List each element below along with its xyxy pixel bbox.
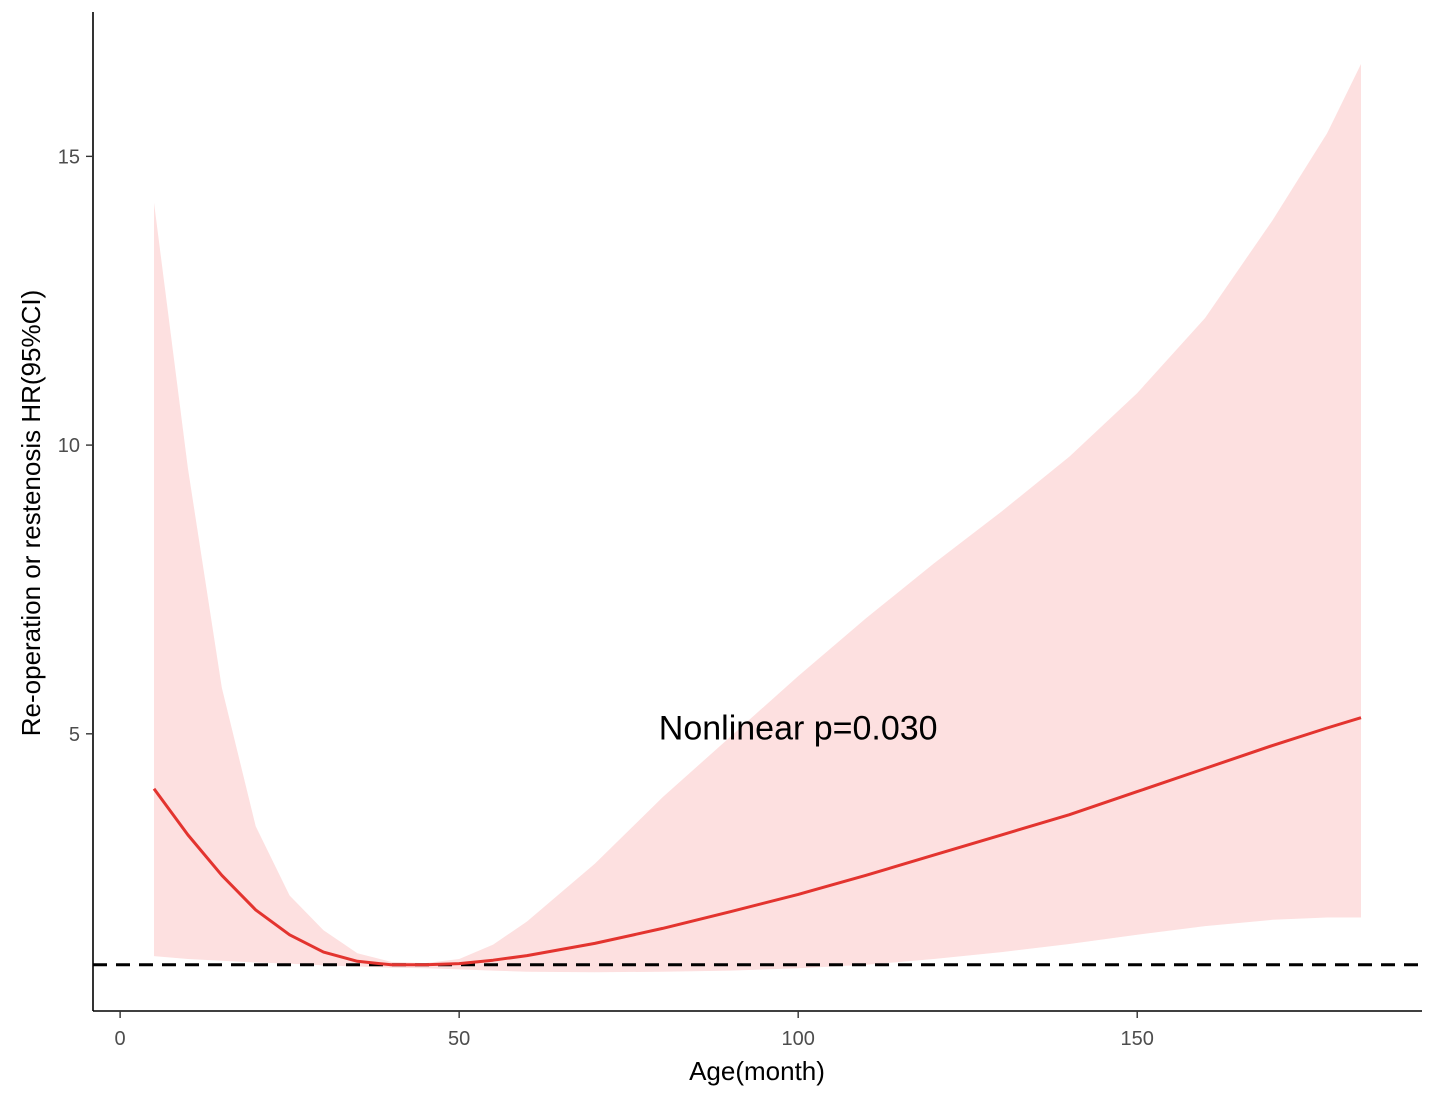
y-tick-label-2: 15 — [58, 146, 80, 168]
confidence-band-0 — [154, 64, 1361, 973]
x-tick-label-3: 150 — [1121, 1028, 1154, 1050]
y-axis-title: Re-operation or restenosis HR(95%CI) — [16, 290, 46, 737]
x-tick-label-2: 100 — [781, 1028, 814, 1050]
x-tick-label-0: 0 — [115, 1028, 126, 1050]
plot-area: 0 50 100 150 5 10 15 Nonlinear p=0.030 — [58, 12, 1422, 1050]
hr-line-0 — [152, 716, 1362, 967]
y-tick-label-0: 5 — [69, 724, 80, 746]
y-tick-label-1: 10 — [58, 435, 80, 457]
x-axis-title: Age(month) — [689, 1056, 825, 1086]
nonlinear-p-annotation: Nonlinear p=0.030 — [659, 710, 938, 748]
x-tick-label-1: 50 — [448, 1028, 470, 1050]
